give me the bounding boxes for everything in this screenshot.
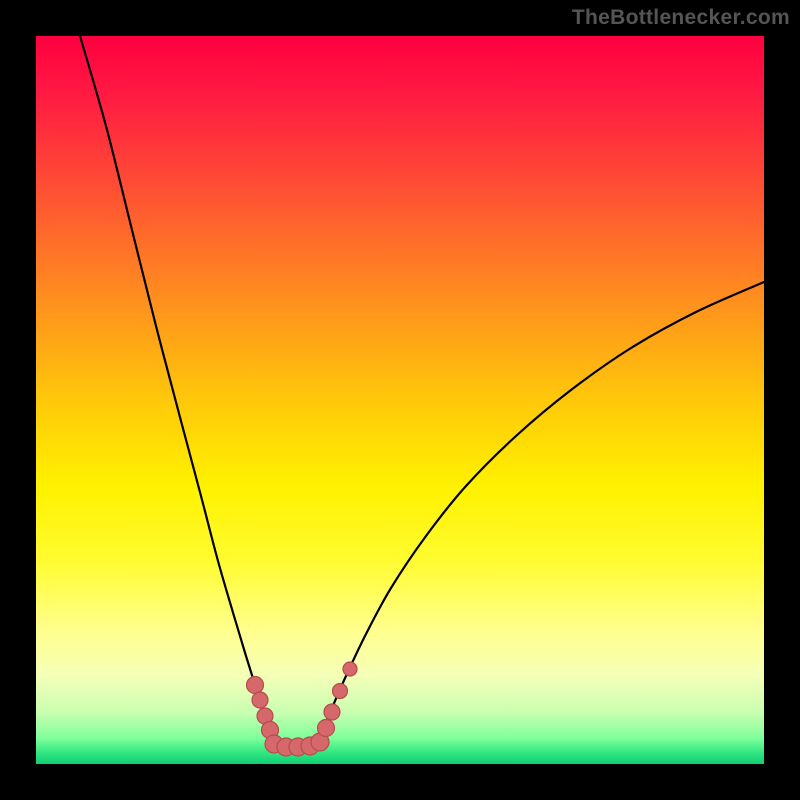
marker-left	[247, 677, 264, 694]
marker-right	[333, 684, 348, 699]
plot-area	[36, 36, 764, 764]
gradient-background	[36, 36, 764, 764]
marker-right	[343, 662, 357, 676]
chart-svg	[36, 36, 764, 764]
marker-right	[318, 720, 335, 737]
chart-frame: TheBottlenecker.com	[0, 0, 800, 800]
watermark-label: TheBottlenecker.com	[572, 6, 790, 30]
marker-right	[324, 704, 340, 720]
marker-left	[252, 692, 268, 708]
